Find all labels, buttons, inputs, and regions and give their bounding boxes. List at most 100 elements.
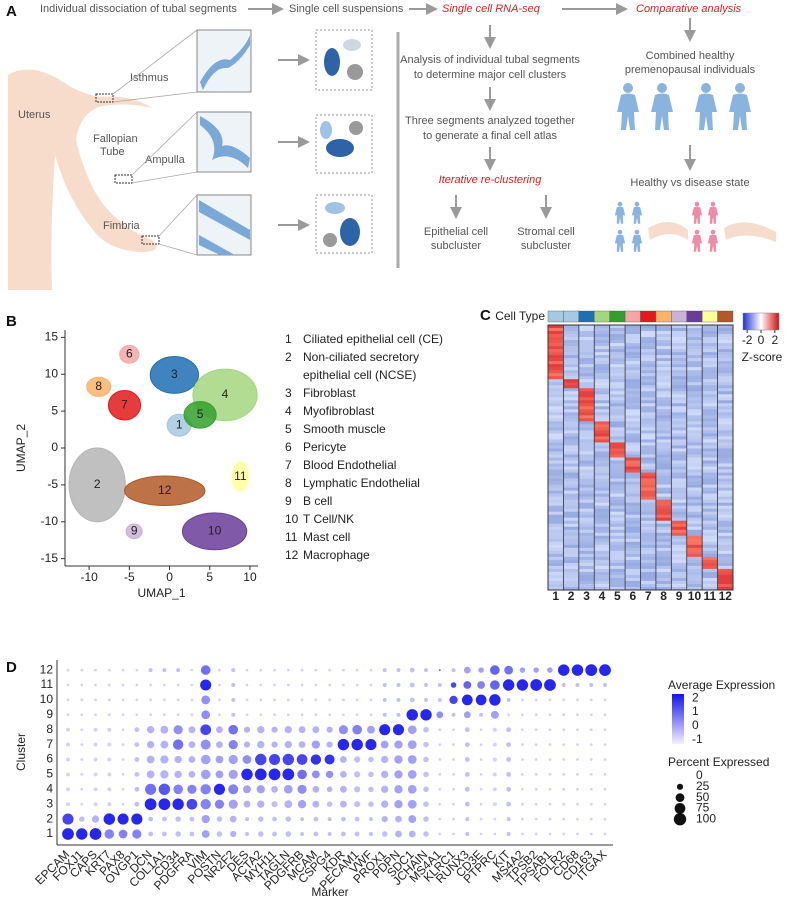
heatmap-cell <box>686 325 703 329</box>
heatmap-cell <box>563 517 579 522</box>
dot <box>576 698 579 702</box>
heatmap-cell <box>686 541 703 546</box>
dot <box>93 802 98 807</box>
heatmap-cell <box>671 514 687 519</box>
heatmap-cell <box>702 514 718 519</box>
heatmap-cell <box>563 541 579 546</box>
heatmap-cell <box>548 325 564 329</box>
heatmap-cell <box>640 409 656 413</box>
dot <box>461 694 473 706</box>
heatmap-cell <box>548 415 564 419</box>
size-legend-label: 50 <box>696 790 710 804</box>
heatmap-cell <box>578 331 595 335</box>
heatmap-cell <box>625 481 641 485</box>
heatmap-cell <box>640 361 656 365</box>
heatmap-cell <box>655 439 672 443</box>
heatmap-cell <box>686 556 703 561</box>
heatmap-cell <box>548 550 564 555</box>
heatmap-cell <box>625 577 641 582</box>
step-text: Analysis of individual tubal segments <box>400 54 580 66</box>
dot <box>200 784 211 795</box>
dot <box>521 832 524 836</box>
step-text: Individual dissociation of tubal segment… <box>40 3 237 15</box>
heatmap-cell <box>717 511 733 516</box>
dot <box>407 725 417 735</box>
heatmap-cell <box>686 529 703 534</box>
heatmap-cell <box>578 418 595 422</box>
x-axis-title: UMAP_1 <box>137 586 185 600</box>
dot <box>93 787 98 792</box>
heatmap-cell <box>655 400 672 404</box>
legend-number: 6 <box>285 440 292 454</box>
heatmap-cell <box>625 349 641 353</box>
heatmap-cell <box>655 523 672 528</box>
cluster-cloud <box>181 512 248 551</box>
dot <box>521 817 524 821</box>
dot <box>259 698 263 702</box>
dot <box>257 800 265 808</box>
dot <box>300 698 304 702</box>
dot <box>218 698 221 702</box>
heatmap-cell <box>686 496 703 500</box>
dot <box>437 697 442 702</box>
dot <box>548 713 552 717</box>
heatmap-cell <box>594 520 610 525</box>
dot <box>271 801 278 808</box>
heatmap-cell <box>717 541 733 546</box>
cluster-label: 1 <box>176 417 183 431</box>
heatmap-cell <box>655 397 672 401</box>
heatmap-cell <box>609 508 626 513</box>
dot <box>176 698 180 702</box>
heatmap-cell <box>563 427 579 431</box>
dot <box>423 726 429 733</box>
heatmap-cell <box>548 367 564 371</box>
heatmap-cell <box>717 535 733 540</box>
heatmap-cell <box>578 442 595 446</box>
dot <box>558 664 570 676</box>
dot <box>479 712 484 717</box>
heatmap-cell <box>686 481 703 485</box>
heatmap-cell <box>671 499 687 503</box>
dot <box>272 831 277 837</box>
heatmap-cell <box>686 385 703 389</box>
y-tick-label: 2 <box>46 811 53 825</box>
heatmap-cell <box>548 583 564 588</box>
heatmap-cell <box>548 457 564 461</box>
heatmap-cell <box>609 490 626 494</box>
heatmap-cell <box>655 421 672 425</box>
heatmap-cell <box>671 583 687 588</box>
dot <box>381 831 388 837</box>
heatmap-cell <box>625 373 641 377</box>
heatmap-cell <box>671 427 687 431</box>
column-label: 10 <box>688 589 702 603</box>
y-tick-label: 5 <box>46 767 53 781</box>
dot <box>603 817 607 821</box>
heatmap-cell <box>717 562 733 567</box>
heatmap-cell <box>640 556 656 561</box>
heatmap-cell <box>594 379 610 383</box>
dot <box>201 710 211 720</box>
dot <box>534 787 538 791</box>
legend-number: 11 <box>285 530 298 544</box>
legend-name: Pericyte <box>303 440 347 454</box>
heatmap-cell <box>578 547 595 552</box>
heatmap-cell <box>671 532 687 537</box>
heatmap-cell <box>594 580 610 585</box>
heatmap-cell <box>686 394 703 398</box>
heatmap-cell <box>671 505 687 509</box>
heatmap-cell <box>563 418 579 422</box>
dot <box>228 769 238 779</box>
heatmap-cell <box>717 406 733 410</box>
heatmap-cell <box>548 358 564 362</box>
size-legend-dot <box>673 813 687 826</box>
heatmap-cell <box>594 355 610 359</box>
heatmap-cell <box>609 541 626 546</box>
heatmap-cell <box>625 562 641 567</box>
heatmap-cell <box>563 460 579 464</box>
dot <box>368 771 374 778</box>
heatmap-cell <box>578 388 595 392</box>
cluster-label: 2 <box>94 477 101 491</box>
dot <box>603 713 607 717</box>
heatmap-cell <box>563 379 579 383</box>
heatmap-cell <box>563 430 579 434</box>
